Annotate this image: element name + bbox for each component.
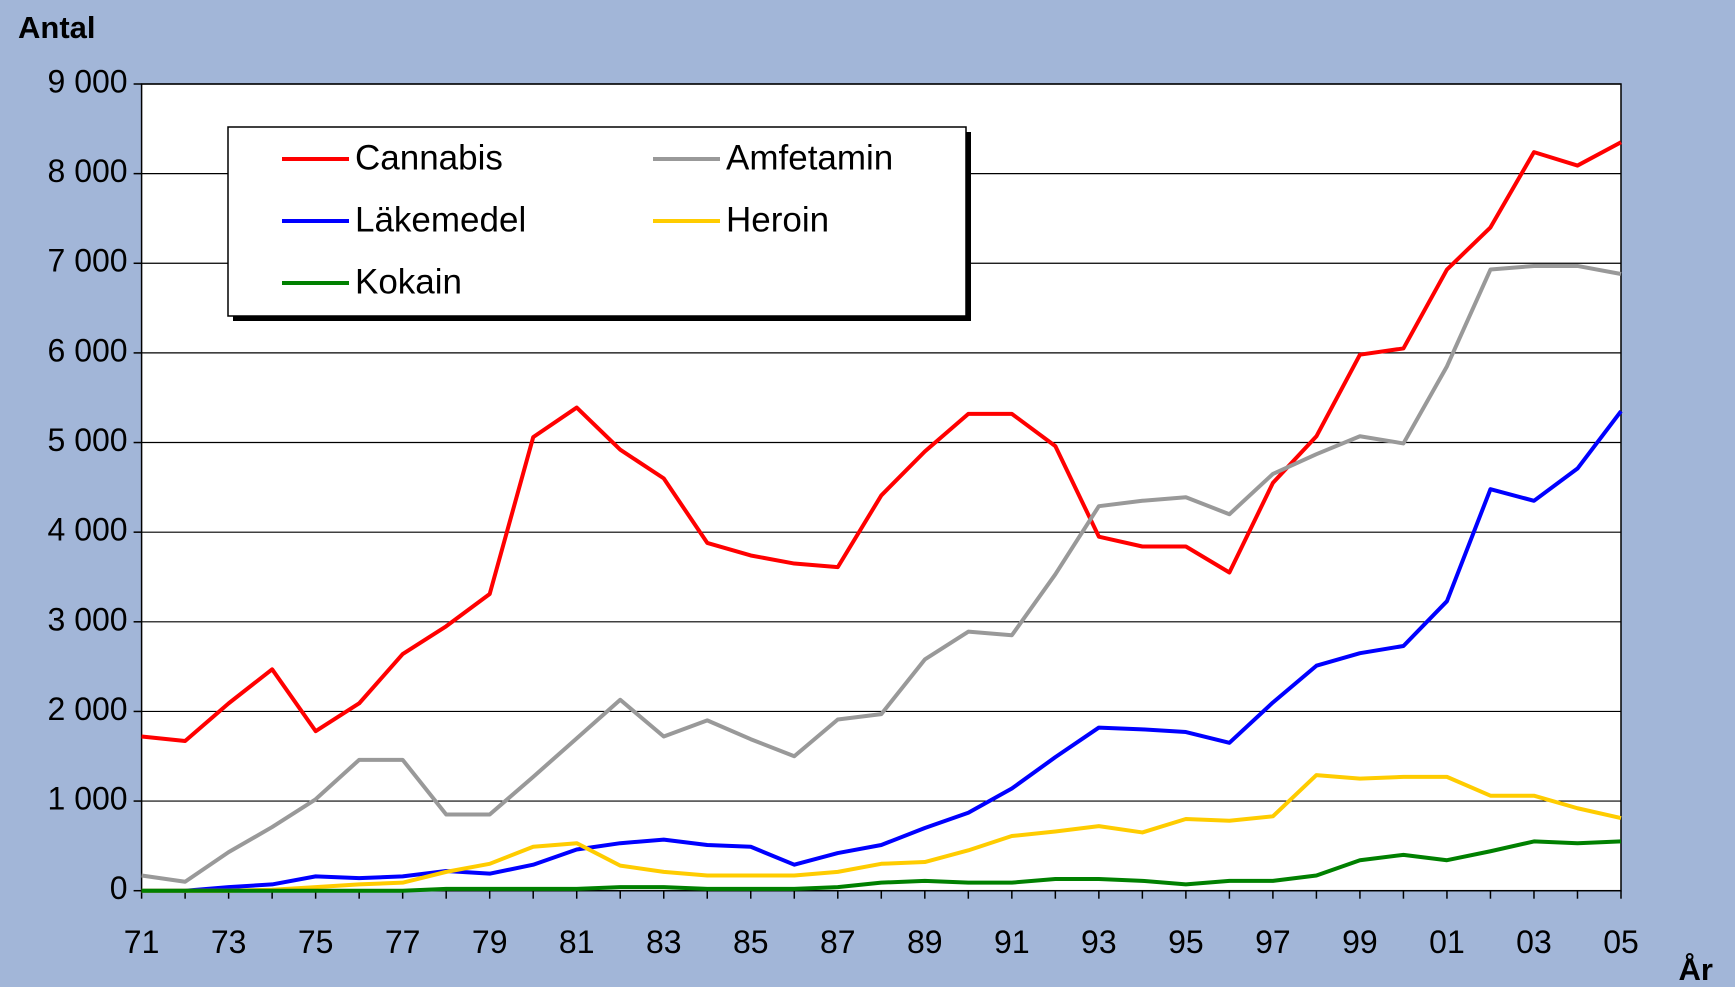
x-tick-label: 85 xyxy=(733,924,769,960)
x-tick-label: 89 xyxy=(907,924,943,960)
legend xyxy=(227,126,967,317)
series-line xyxy=(141,140,1622,744)
x-tick-label: 87 xyxy=(820,924,856,960)
y-tick-label: 4 000 xyxy=(48,512,128,548)
y-tick-label: 6 000 xyxy=(48,332,128,368)
x-tick-label: 95 xyxy=(1168,924,1204,960)
x-tick-label: 81 xyxy=(559,924,595,960)
series-line xyxy=(141,409,1623,893)
x-tick-label: 73 xyxy=(211,924,247,960)
x-tick-label: 79 xyxy=(472,924,508,960)
x-tick-label: 97 xyxy=(1255,924,1291,960)
y-tick-label: 7 000 xyxy=(48,243,128,279)
plot-border xyxy=(140,83,1622,892)
y-axis-label: Antal xyxy=(18,10,96,45)
y-tick-label: 3 000 xyxy=(48,601,128,637)
legend-label: Heroin xyxy=(726,200,829,239)
legend-label: Kokain xyxy=(355,262,462,301)
x-tick-label: 05 xyxy=(1603,924,1639,960)
x-tick-label: 99 xyxy=(1342,924,1378,960)
y-tick-label: 2 000 xyxy=(48,691,128,727)
series-line xyxy=(141,839,1622,893)
series-line xyxy=(141,773,1622,893)
x-tick-label: 75 xyxy=(298,924,334,960)
x-tick-label: 01 xyxy=(1429,924,1465,960)
y-tick-label: 8 000 xyxy=(48,153,128,189)
x-tick-label: 03 xyxy=(1516,924,1552,960)
x-axis-label: År xyxy=(1679,952,1713,987)
series-line xyxy=(141,263,1622,884)
x-tick-label: 93 xyxy=(1081,924,1117,960)
y-tick-label: 9 000 xyxy=(48,63,128,99)
y-tick-label: 5 000 xyxy=(48,422,128,458)
x-tick-label: 83 xyxy=(646,924,682,960)
x-tick-label: 77 xyxy=(385,924,421,960)
legend-label: Amfetamin xyxy=(726,138,893,177)
x-tick-label: 71 xyxy=(124,924,160,960)
legend-label: Läkemedel xyxy=(355,200,526,239)
y-tick-label: 1 000 xyxy=(48,781,128,817)
x-tick-label: 91 xyxy=(994,924,1030,960)
legend-label: Cannabis xyxy=(355,138,503,177)
y-tick-label: 0 xyxy=(110,870,128,906)
